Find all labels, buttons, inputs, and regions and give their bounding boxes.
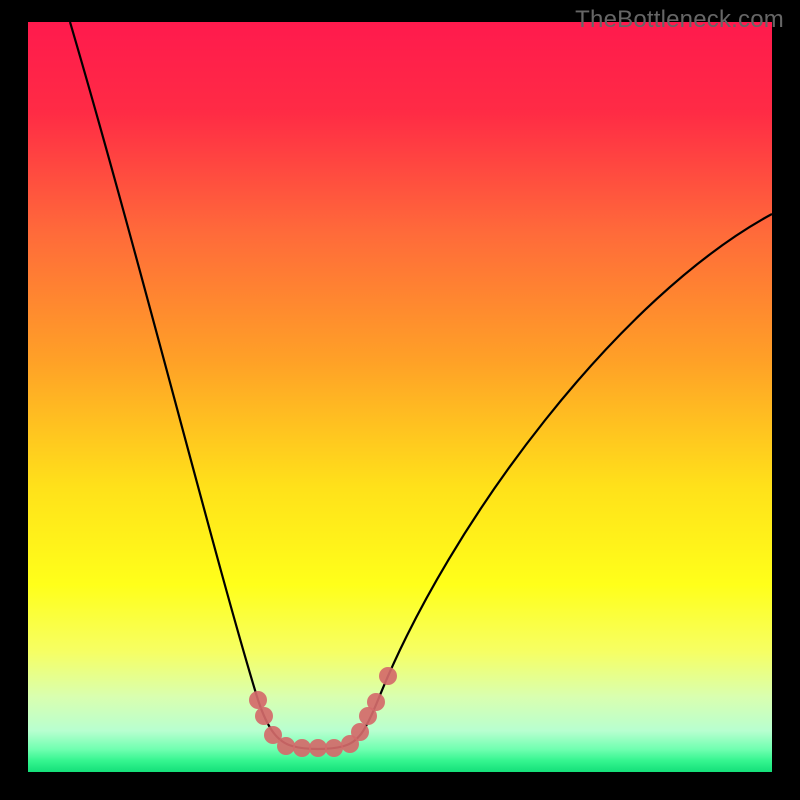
curve-marker xyxy=(255,707,273,725)
curve-marker xyxy=(367,693,385,711)
curve-marker xyxy=(309,739,327,757)
plot-background xyxy=(28,22,772,772)
curve-marker xyxy=(277,737,295,755)
chart-svg xyxy=(0,0,800,800)
curve-marker xyxy=(293,739,311,757)
curve-marker xyxy=(351,723,369,741)
curve-marker xyxy=(379,667,397,685)
watermark-text: TheBottleneck.com xyxy=(575,6,784,34)
chart-frame: TheBottleneck.com xyxy=(0,0,800,800)
curve-marker xyxy=(325,739,343,757)
curve-marker xyxy=(249,691,267,709)
